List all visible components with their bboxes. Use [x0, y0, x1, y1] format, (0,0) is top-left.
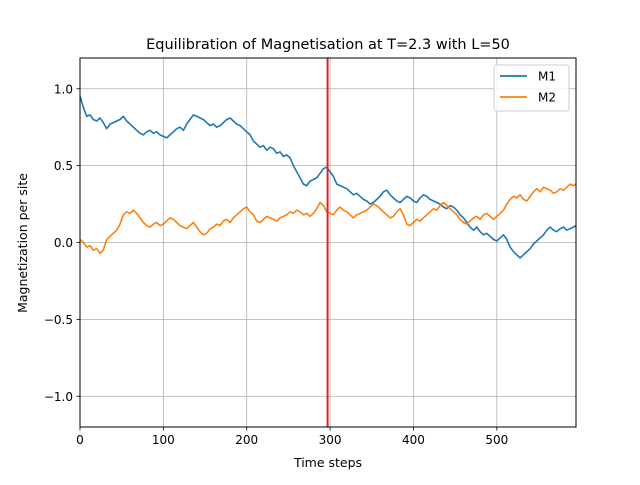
y-tick-label: −1.0 — [44, 390, 73, 404]
x-tick-label: 0 — [76, 433, 84, 447]
y-tick-label: 1.0 — [54, 82, 73, 96]
y-tick-label: −0.5 — [44, 313, 73, 327]
x-tick-label: 100 — [152, 433, 175, 447]
legend-label: M2 — [538, 91, 556, 105]
y-tick-label: 0.0 — [54, 236, 73, 250]
x-tick-label: 200 — [235, 433, 258, 447]
axis-ticks: 0 100 200 300 400 500 1.0 0.5 0.0 −0.5 −1.0 — [44, 82, 508, 447]
legend-box — [493, 64, 570, 112]
x-tick-label: 500 — [485, 433, 508, 447]
y-axis-label: Magnetization per site — [15, 173, 30, 313]
x-tick-label: 300 — [319, 433, 342, 447]
legend-label: M1 — [538, 70, 556, 84]
y-tick-label: 0.5 — [54, 159, 73, 173]
x-axis-label: Time steps — [293, 455, 362, 470]
legend: M1 M2 — [493, 64, 570, 112]
chart-title: Equilibration of Magnetisation at T=2.3 … — [146, 37, 510, 53]
x-tick-label: 400 — [402, 433, 425, 447]
